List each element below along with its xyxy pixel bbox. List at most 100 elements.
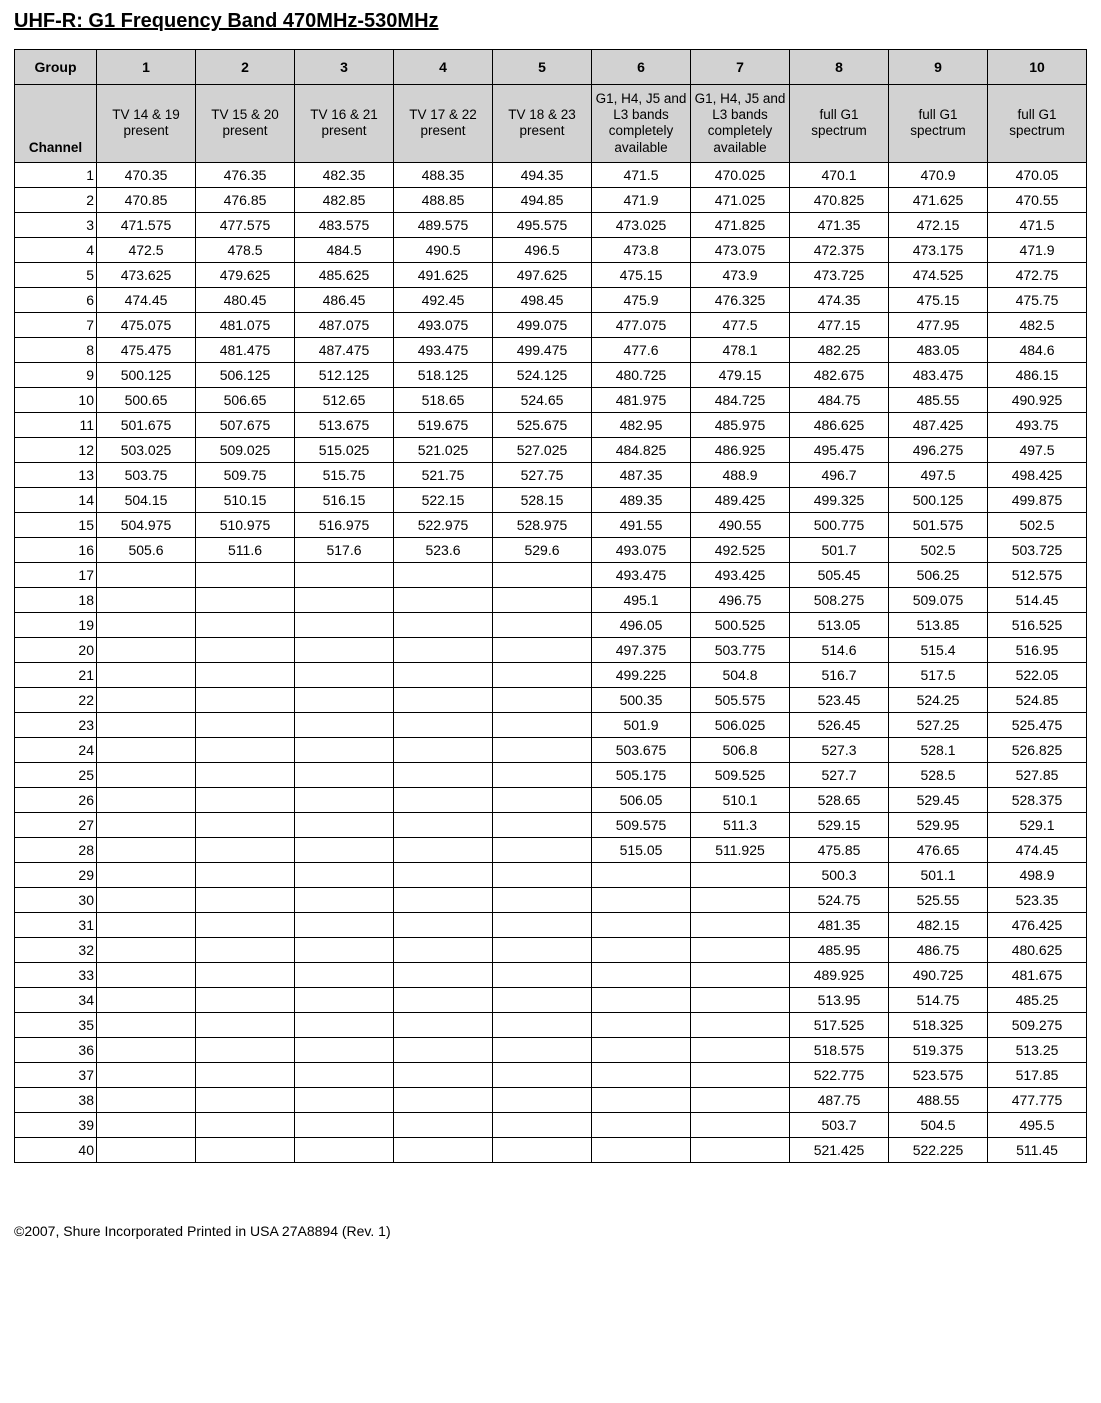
channel-number-cell: 39 (15, 1112, 97, 1137)
frequency-cell: 474.525 (889, 262, 988, 287)
frequency-cell (295, 637, 394, 662)
frequency-cell (295, 687, 394, 712)
frequency-cell (394, 837, 493, 862)
frequency-cell (394, 637, 493, 662)
frequency-cell (97, 937, 196, 962)
frequency-cell: 525.675 (493, 412, 592, 437)
frequency-cell (592, 1012, 691, 1037)
frequency-cell: 518.65 (394, 387, 493, 412)
frequency-cell: 503.025 (97, 437, 196, 462)
frequency-cell: 512.125 (295, 362, 394, 387)
frequency-cell: 525.475 (988, 712, 1087, 737)
frequency-cell: 511.6 (196, 537, 295, 562)
frequency-cell: 495.475 (790, 437, 889, 462)
frequency-cell: 528.1 (889, 737, 988, 762)
frequency-cell: 470.05 (988, 162, 1087, 187)
frequency-cell: 509.75 (196, 462, 295, 487)
frequency-cell (97, 1112, 196, 1137)
frequency-cell: 510.1 (691, 787, 790, 812)
channel-number-cell: 5 (15, 262, 97, 287)
frequency-cell: 471.5 (988, 212, 1087, 237)
frequency-cell (295, 712, 394, 737)
frequency-cell (196, 1037, 295, 1062)
frequency-cell: 487.35 (592, 462, 691, 487)
frequency-cell: 528.975 (493, 512, 592, 537)
channel-number-cell: 37 (15, 1062, 97, 1087)
frequency-cell: 477.5 (691, 312, 790, 337)
footer-copyright: ©2007, Shure Incorporated Printed in USA… (14, 1223, 1087, 1239)
frequency-cell: 481.075 (196, 312, 295, 337)
frequency-cell (691, 1012, 790, 1037)
frequency-cell (691, 1087, 790, 1112)
group-header-row: Group12345678910 (15, 50, 1087, 85)
frequency-cell (295, 1137, 394, 1162)
frequency-cell (691, 862, 790, 887)
table-row: 22500.35505.575523.45524.25524.85 (15, 687, 1087, 712)
frequency-cell: 521.425 (790, 1137, 889, 1162)
frequency-cell: 482.25 (790, 337, 889, 362)
frequency-cell: 489.35 (592, 487, 691, 512)
frequency-cell: 509.025 (196, 437, 295, 462)
frequency-cell: 500.35 (592, 687, 691, 712)
frequency-cell (394, 762, 493, 787)
frequency-cell: 527.75 (493, 462, 592, 487)
frequency-cell: 477.775 (988, 1087, 1087, 1112)
channel-number-cell: 8 (15, 337, 97, 362)
frequency-cell (394, 737, 493, 762)
frequency-cell (394, 987, 493, 1012)
frequency-cell: 518.575 (790, 1037, 889, 1062)
frequency-cell: 516.975 (295, 512, 394, 537)
frequency-cell (196, 937, 295, 962)
table-row: 9500.125506.125512.125518.125524.125480.… (15, 362, 1087, 387)
channel-number-cell: 12 (15, 437, 97, 462)
table-row: 24503.675506.8527.3528.1526.825 (15, 737, 1087, 762)
frequency-cell: 488.35 (394, 162, 493, 187)
frequency-cell: 496.5 (493, 237, 592, 262)
frequency-cell: 509.275 (988, 1012, 1087, 1037)
frequency-cell: 515.75 (295, 462, 394, 487)
channel-number-cell: 36 (15, 1037, 97, 1062)
frequency-cell: 471.025 (691, 187, 790, 212)
frequency-cell: 487.475 (295, 337, 394, 362)
frequency-cell: 473.025 (592, 212, 691, 237)
group-number-header: 4 (394, 50, 493, 85)
frequency-cell: 485.975 (691, 412, 790, 437)
frequency-cell: 470.825 (790, 187, 889, 212)
frequency-cell (97, 1012, 196, 1037)
frequency-cell (295, 562, 394, 587)
frequency-cell: 511.45 (988, 1137, 1087, 1162)
frequency-cell: 503.675 (592, 737, 691, 762)
table-row: 4472.5478.5484.5490.5496.5473.8473.07547… (15, 237, 1087, 262)
frequency-cell: 496.7 (790, 462, 889, 487)
frequency-cell: 471.9 (988, 237, 1087, 262)
frequency-cell (196, 987, 295, 1012)
frequency-cell: 477.95 (889, 312, 988, 337)
frequency-cell: 492.525 (691, 537, 790, 562)
frequency-cell: 476.65 (889, 837, 988, 862)
frequency-cell: 479.15 (691, 362, 790, 387)
frequency-cell (196, 1062, 295, 1087)
frequency-cell: 489.925 (790, 962, 889, 987)
frequency-cell: 504.5 (889, 1112, 988, 1137)
frequency-cell (592, 862, 691, 887)
frequency-cell (493, 712, 592, 737)
frequency-cell: 516.15 (295, 487, 394, 512)
channel-number-cell: 7 (15, 312, 97, 337)
table-row: 13503.75509.75515.75521.75527.75487.3548… (15, 462, 1087, 487)
frequency-cell (196, 1087, 295, 1112)
table-row: 32485.95486.75480.625 (15, 937, 1087, 962)
frequency-cell: 505.6 (97, 537, 196, 562)
frequency-cell: 484.5 (295, 237, 394, 262)
frequency-cell (97, 812, 196, 837)
frequency-cell: 516.7 (790, 662, 889, 687)
frequency-cell (295, 587, 394, 612)
frequency-cell: 477.075 (592, 312, 691, 337)
frequency-cell: 499.875 (988, 487, 1087, 512)
frequency-cell: 485.55 (889, 387, 988, 412)
channel-number-cell: 3 (15, 212, 97, 237)
column-description-header: G1, H4, J5 and L3 bands completely avail… (691, 85, 790, 163)
table-row: 25505.175509.525527.7528.5527.85 (15, 762, 1087, 787)
frequency-cell: 524.125 (493, 362, 592, 387)
channel-number-cell: 19 (15, 612, 97, 637)
frequency-cell (196, 1112, 295, 1137)
